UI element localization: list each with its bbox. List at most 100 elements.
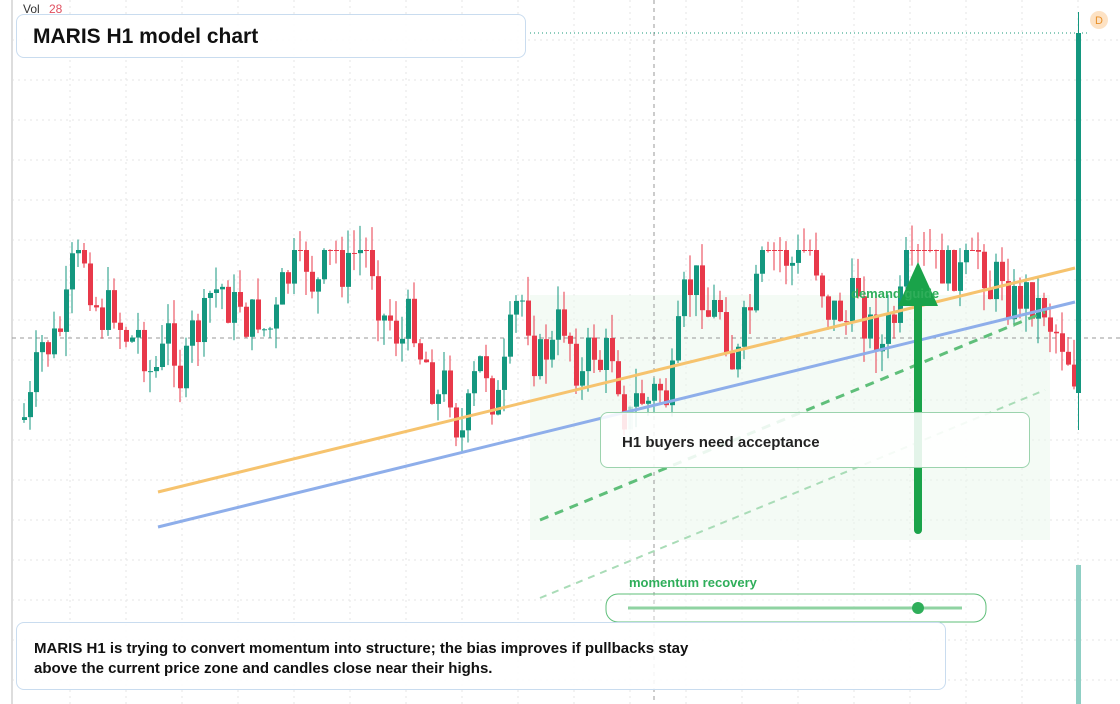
candle-body <box>430 362 435 404</box>
candle-body <box>502 356 507 390</box>
arrow-head <box>898 262 938 306</box>
candle-body <box>652 383 657 401</box>
candle-body <box>568 335 573 344</box>
slider-knob[interactable] <box>912 602 924 614</box>
candle-body <box>172 323 177 366</box>
candle-body <box>1048 317 1053 332</box>
candle-body <box>226 286 231 323</box>
candle-body <box>1054 331 1059 334</box>
candle-body <box>94 305 99 308</box>
candle-body <box>304 250 309 272</box>
momentum-label: momentum recovery <box>629 575 758 590</box>
candle-body <box>220 286 225 290</box>
candle-body <box>100 307 105 330</box>
candle-body <box>376 276 381 321</box>
candle-body <box>466 393 471 431</box>
candle-body <box>946 250 951 284</box>
candle-body <box>742 307 747 347</box>
candle-body <box>604 338 609 370</box>
candle-body <box>850 277 855 322</box>
candle-body <box>400 338 405 344</box>
candle-body <box>952 250 957 291</box>
candle-body <box>46 342 51 355</box>
candle-body <box>328 250 333 251</box>
candle-body <box>730 352 735 370</box>
candle-body <box>370 250 375 277</box>
candle-body <box>838 300 843 322</box>
candle-body <box>472 371 477 394</box>
candle-body <box>940 250 945 284</box>
candle-body <box>718 299 723 313</box>
candle-body <box>262 329 267 331</box>
candle-body <box>394 320 399 344</box>
candle-body <box>556 309 561 340</box>
candle-body <box>616 361 621 395</box>
candle-body <box>190 320 195 346</box>
candle-body <box>280 272 285 305</box>
candle-body <box>826 296 831 320</box>
candle-body <box>862 296 867 339</box>
candle-body <box>274 304 279 329</box>
candle-body <box>814 250 819 276</box>
candle-body <box>910 250 915 251</box>
candle-body <box>178 365 183 389</box>
candle-body <box>340 250 345 287</box>
candle-body <box>184 345 189 389</box>
candle-body <box>154 367 159 372</box>
candle-body <box>268 328 273 330</box>
candle-body <box>112 290 117 323</box>
candle-body <box>880 343 885 352</box>
candle-body <box>316 279 321 292</box>
candle-body <box>310 271 315 292</box>
candle-body <box>436 394 441 404</box>
candle-body <box>1012 285 1017 320</box>
candle-body <box>994 261 999 300</box>
candle-body <box>52 328 57 355</box>
candle-body <box>388 315 393 321</box>
candle-body <box>136 329 141 338</box>
candle-body <box>808 250 813 251</box>
candle-body <box>322 250 327 280</box>
candle-body <box>784 250 789 266</box>
candle-body <box>382 315 387 321</box>
candle-body <box>760 250 765 274</box>
candle-body <box>364 250 369 251</box>
candle-body <box>676 316 681 361</box>
candle-body <box>562 309 567 336</box>
candle-body <box>970 250 975 251</box>
candle-body <box>76 250 81 254</box>
candle-body <box>484 356 489 379</box>
candle-body <box>406 298 411 339</box>
title: MARIS H1 model chart <box>33 25 259 48</box>
candle-body <box>142 329 147 372</box>
candle-body <box>550 339 555 360</box>
badge-text: D <box>1095 15 1103 27</box>
candle-body <box>202 297 207 343</box>
candle-body <box>598 359 603 370</box>
candle-body <box>844 321 849 323</box>
volume-bar <box>1076 565 1081 704</box>
candle-body <box>724 312 729 353</box>
candle-body <box>790 262 795 266</box>
candle-body <box>658 383 663 391</box>
candle-body <box>1072 364 1077 387</box>
candle-body <box>982 251 987 289</box>
candle-body <box>1060 333 1065 352</box>
candle-body <box>232 292 237 323</box>
candle-body <box>22 417 27 420</box>
candle-body <box>1006 281 1011 320</box>
candle-body <box>856 277 861 297</box>
callout-text: H1 buyers need acceptance <box>622 434 820 451</box>
candle-body <box>352 252 357 254</box>
candle-body <box>586 337 591 372</box>
candle-body <box>700 265 705 311</box>
candle-body <box>1042 298 1047 318</box>
candle-body <box>250 299 255 337</box>
candle-body <box>166 323 171 344</box>
summary-text: MARIS H1 is trying to convert momentum i… <box>34 640 689 677</box>
candle-body <box>532 335 537 377</box>
candle-body <box>664 390 669 406</box>
candle-body <box>544 339 549 360</box>
candle-body <box>1000 261 1005 282</box>
